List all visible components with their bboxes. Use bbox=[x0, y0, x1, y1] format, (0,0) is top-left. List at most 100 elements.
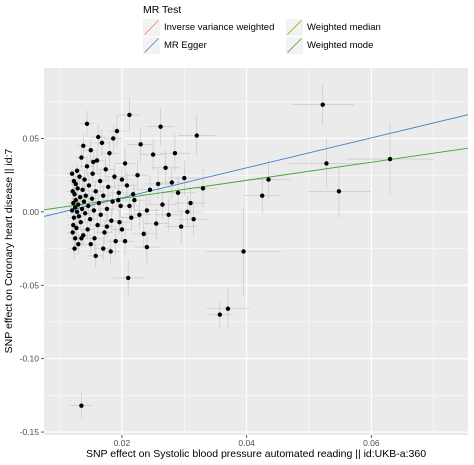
y-tick-label: -0.15 bbox=[20, 427, 40, 437]
data-point bbox=[72, 205, 78, 210]
data-point bbox=[98, 212, 103, 217]
data-point bbox=[74, 209, 80, 215]
data-point bbox=[172, 150, 178, 156]
data-point bbox=[74, 225, 79, 231]
legend-entry: MR Egger bbox=[143, 37, 207, 54]
data-point bbox=[225, 306, 231, 311]
legend-label: Inverse variance weighted bbox=[164, 22, 274, 33]
data-point bbox=[104, 224, 110, 229]
data-point bbox=[119, 227, 125, 232]
data-point bbox=[124, 183, 130, 188]
data-point bbox=[147, 187, 153, 193]
data-point bbox=[103, 167, 108, 172]
legend: MR Test Inverse variance weighted Weighte… bbox=[143, 4, 381, 54]
data-point bbox=[77, 194, 83, 200]
data-point bbox=[104, 206, 110, 212]
data-point bbox=[158, 124, 163, 129]
data-point bbox=[86, 183, 92, 188]
legend-entry: Weighted mode bbox=[286, 37, 373, 54]
data-point bbox=[135, 172, 140, 178]
data-point bbox=[97, 178, 103, 184]
data-point bbox=[169, 180, 175, 185]
data-point bbox=[85, 227, 90, 232]
weighted-mode-line bbox=[43, 147, 469, 211]
data-point bbox=[217, 312, 223, 317]
data-point bbox=[69, 171, 75, 176]
data-point bbox=[88, 241, 93, 247]
data-point bbox=[130, 192, 136, 197]
data-point bbox=[144, 244, 150, 250]
data-point bbox=[114, 128, 120, 134]
data-point bbox=[144, 208, 150, 213]
data-point bbox=[160, 202, 165, 207]
data-point bbox=[106, 184, 111, 190]
data-point bbox=[96, 200, 102, 206]
data-point bbox=[76, 202, 81, 207]
data-point bbox=[109, 218, 114, 223]
data-point bbox=[117, 219, 122, 225]
legend-entry: Weighted median bbox=[286, 19, 381, 36]
data-point bbox=[70, 189, 75, 194]
x-axis-title: SNP effect on Systolic blood pressure au… bbox=[86, 448, 426, 460]
data-point bbox=[132, 197, 137, 203]
data-point bbox=[175, 190, 181, 195]
data-point bbox=[78, 219, 83, 225]
data-point bbox=[74, 168, 80, 173]
data-point bbox=[71, 200, 76, 206]
data-point bbox=[119, 177, 125, 182]
data-point bbox=[118, 203, 123, 209]
data-point bbox=[93, 189, 98, 194]
data-point bbox=[110, 199, 115, 204]
data-point bbox=[71, 222, 76, 228]
legend-key-line bbox=[144, 20, 159, 35]
y-axis-ticks: 0.05 0.00 -0.05 -0.10 -0.15 bbox=[20, 133, 44, 437]
y-tick-label: -0.05 bbox=[20, 280, 40, 290]
data-point bbox=[71, 178, 77, 184]
data-points bbox=[69, 102, 393, 408]
data-point bbox=[79, 206, 85, 212]
data-point bbox=[112, 174, 117, 179]
data-point bbox=[116, 190, 122, 195]
data-point bbox=[182, 175, 187, 181]
data-point bbox=[96, 134, 101, 140]
data-point bbox=[241, 249, 246, 254]
data-point bbox=[89, 196, 95, 201]
legend-key-line bbox=[287, 38, 302, 53]
data-point bbox=[86, 203, 91, 209]
data-point bbox=[82, 211, 88, 216]
data-point bbox=[260, 193, 265, 198]
data-point bbox=[69, 208, 75, 213]
data-point bbox=[81, 143, 86, 149]
data-point bbox=[92, 236, 97, 241]
data-point bbox=[72, 236, 78, 241]
data-point bbox=[129, 215, 134, 220]
data-point bbox=[79, 403, 84, 408]
data-point bbox=[166, 212, 171, 217]
data-point bbox=[83, 193, 88, 198]
data-point bbox=[91, 159, 96, 165]
data-point bbox=[102, 230, 107, 235]
data-point bbox=[336, 189, 342, 194]
data-point bbox=[108, 249, 113, 254]
data-point bbox=[79, 155, 84, 160]
data-point bbox=[82, 177, 87, 182]
x-tick-label: 0.06 bbox=[363, 438, 380, 448]
data-point bbox=[324, 161, 329, 166]
y-axis-title: SNP effect on Coronary heart disease || … bbox=[3, 149, 15, 354]
data-point bbox=[88, 148, 93, 153]
data-point bbox=[113, 239, 118, 244]
data-point bbox=[91, 208, 97, 213]
data-point bbox=[141, 231, 146, 237]
data-point bbox=[87, 217, 93, 222]
legend-key-line bbox=[144, 38, 159, 53]
y-tick-label: -0.10 bbox=[20, 354, 40, 364]
data-point bbox=[79, 236, 84, 241]
data-point bbox=[73, 197, 79, 203]
data-point bbox=[90, 171, 95, 176]
legend-label: MR Egger bbox=[164, 40, 207, 51]
fit-lines bbox=[43, 114, 469, 217]
x-tick-label: 0.02 bbox=[114, 438, 131, 448]
data-point bbox=[84, 121, 90, 126]
